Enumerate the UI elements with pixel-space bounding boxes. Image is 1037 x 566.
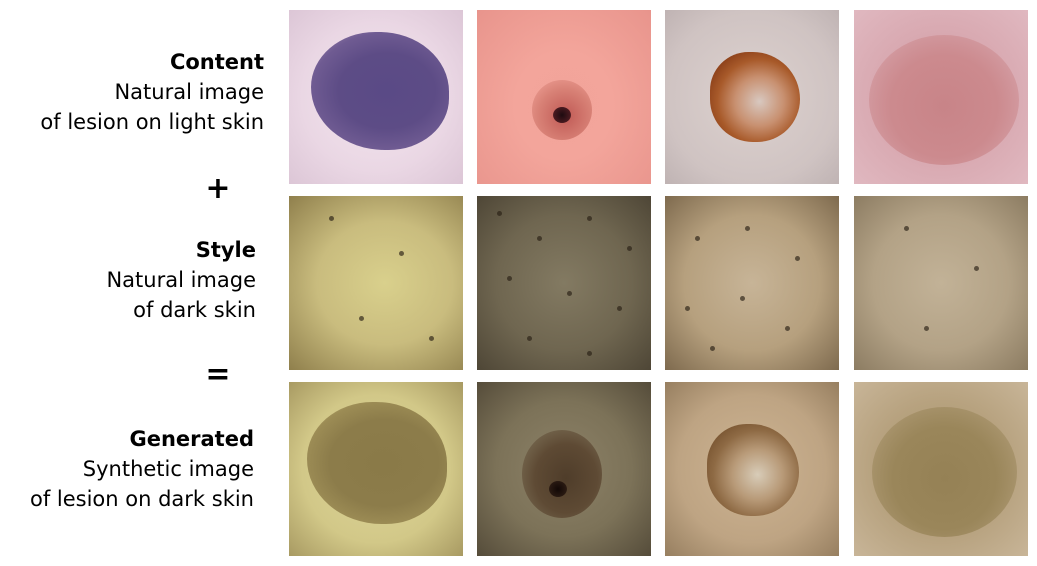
generated-title: Generated [129, 427, 254, 451]
generated-image-3 [665, 382, 839, 556]
content-label: Content Natural image of lesion on light… [40, 47, 264, 137]
generated-image-2 [477, 382, 651, 556]
style-image-4 [854, 196, 1028, 370]
generated-label: Generated Synthetic image of lesion on d… [30, 424, 254, 514]
generated-image-4 [854, 382, 1028, 556]
plus-operator: + [205, 171, 231, 206]
style-line2: of dark skin [133, 298, 256, 322]
generated-line2: of lesion on dark skin [29, 487, 254, 511]
content-line2: of lesion on light skin [40, 110, 264, 134]
equals-operator: = [205, 357, 231, 392]
content-image-4 [854, 10, 1028, 184]
generated-image-1 [289, 382, 463, 556]
style-line1: Natural image [106, 268, 256, 292]
content-image-3 [665, 10, 839, 184]
style-title: Style [195, 238, 256, 262]
generated-line1: Synthetic image [82, 457, 254, 481]
style-image-3 [665, 196, 839, 370]
style-image-1 [289, 196, 463, 370]
style-label: Style Natural image of dark skin [106, 235, 256, 325]
content-image-2 [477, 10, 651, 184]
style-image-2 [477, 196, 651, 370]
content-image-1 [289, 10, 463, 184]
content-title: Content [169, 50, 264, 74]
content-line1: Natural image [114, 80, 264, 104]
